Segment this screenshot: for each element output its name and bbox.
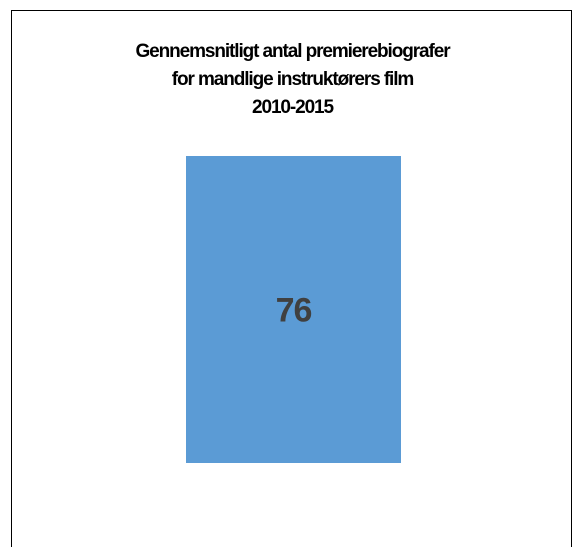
bar-data-label-0: 76 xyxy=(276,292,312,330)
bar-0 xyxy=(186,156,401,463)
chart-title-line-3: 2010-2015 xyxy=(252,97,334,118)
chart-title: Gennemsnitligt antal premierebiografer f… xyxy=(12,38,573,122)
plot-area: 76 xyxy=(186,156,401,463)
chart-title-line-1: Gennemsnitligt antal premierebiografer xyxy=(135,41,450,62)
chart-frame: Gennemsnitligt antal premierebiografer f… xyxy=(11,10,572,547)
chart-title-line-2: for mandlige instruktørers film xyxy=(171,69,415,90)
